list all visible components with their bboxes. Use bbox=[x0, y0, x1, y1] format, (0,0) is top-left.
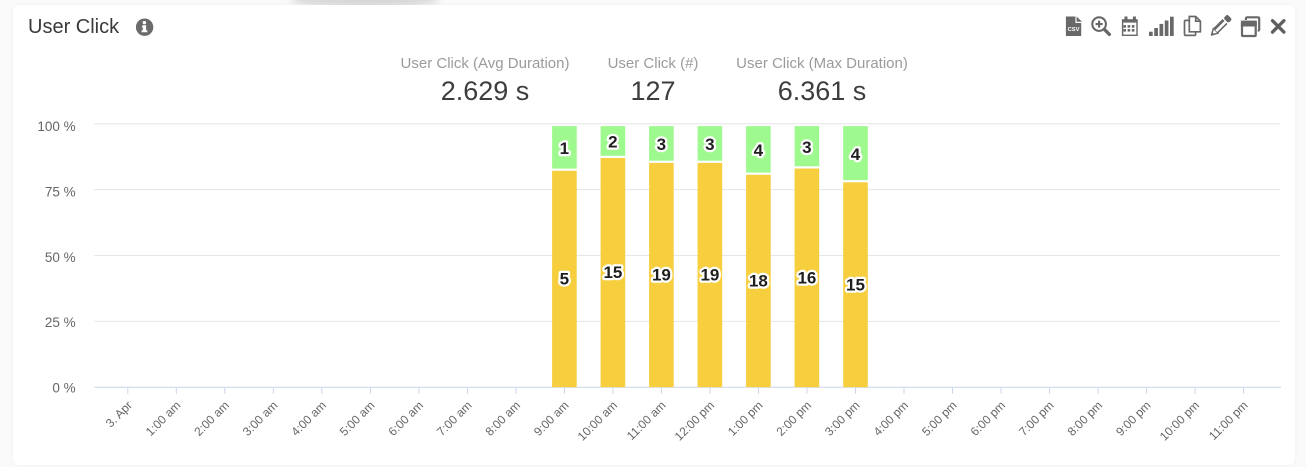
svg-text:11:00 pm: 11:00 pm bbox=[1206, 398, 1251, 443]
svg-text:9:00 am: 9:00 am bbox=[531, 398, 572, 439]
svg-text:50 %: 50 % bbox=[45, 250, 76, 265]
svg-text:16: 16 bbox=[797, 269, 816, 288]
svg-text:6:00 pm: 6:00 pm bbox=[968, 398, 1009, 439]
svg-text:2:00 am: 2:00 am bbox=[191, 398, 232, 439]
svg-text:5:00 pm: 5:00 pm bbox=[919, 398, 960, 439]
svg-text:CSV: CSV bbox=[1068, 27, 1080, 33]
svg-text:100 %: 100 % bbox=[37, 119, 75, 134]
svg-text:4:00 am: 4:00 am bbox=[288, 398, 329, 439]
svg-text:0 %: 0 % bbox=[52, 380, 75, 395]
svg-text:6:00 am: 6:00 am bbox=[385, 398, 426, 439]
svg-text:19: 19 bbox=[700, 266, 719, 285]
svg-text:9:00 pm: 9:00 pm bbox=[1113, 398, 1154, 439]
svg-text:75 %: 75 % bbox=[45, 185, 76, 200]
svg-text:1:00 am: 1:00 am bbox=[143, 398, 184, 439]
svg-text:3: 3 bbox=[802, 138, 811, 157]
svg-text:8:00 pm: 8:00 pm bbox=[1065, 398, 1106, 439]
svg-text:19: 19 bbox=[652, 266, 671, 285]
svg-text:5:00 am: 5:00 am bbox=[337, 398, 378, 439]
svg-text:11:00 am: 11:00 am bbox=[624, 398, 669, 443]
svg-text:4: 4 bbox=[754, 141, 764, 160]
svg-text:1:00 pm: 1:00 pm bbox=[725, 398, 766, 439]
svg-text:10:00 am: 10:00 am bbox=[575, 398, 620, 443]
svg-text:15: 15 bbox=[603, 263, 622, 282]
svg-text:2:00 pm: 2:00 pm bbox=[773, 398, 814, 439]
svg-text:25 %: 25 % bbox=[45, 315, 76, 330]
svg-text:3:00 am: 3:00 am bbox=[240, 398, 281, 439]
svg-text:4: 4 bbox=[851, 145, 861, 164]
svg-text:3: 3 bbox=[657, 135, 666, 154]
svg-text:2: 2 bbox=[608, 133, 617, 152]
svg-text:7:00 am: 7:00 am bbox=[434, 398, 475, 439]
svg-text:12:00 pm: 12:00 pm bbox=[672, 398, 717, 443]
svg-text:1: 1 bbox=[560, 139, 569, 158]
svg-text:15: 15 bbox=[846, 275, 865, 294]
svg-text:3:00 pm: 3:00 pm bbox=[822, 398, 863, 439]
svg-text:7:00 pm: 7:00 pm bbox=[1016, 398, 1057, 439]
svg-text:4:00 pm: 4:00 pm bbox=[871, 398, 912, 439]
svg-text:3: 3 bbox=[705, 135, 714, 154]
svg-text:8:00 am: 8:00 am bbox=[482, 398, 523, 439]
svg-text:10:00 pm: 10:00 pm bbox=[1157, 398, 1202, 443]
svg-text:18: 18 bbox=[749, 272, 768, 291]
svg-text:5: 5 bbox=[560, 270, 569, 289]
svg-text:3. Apr: 3. Apr bbox=[103, 398, 135, 430]
